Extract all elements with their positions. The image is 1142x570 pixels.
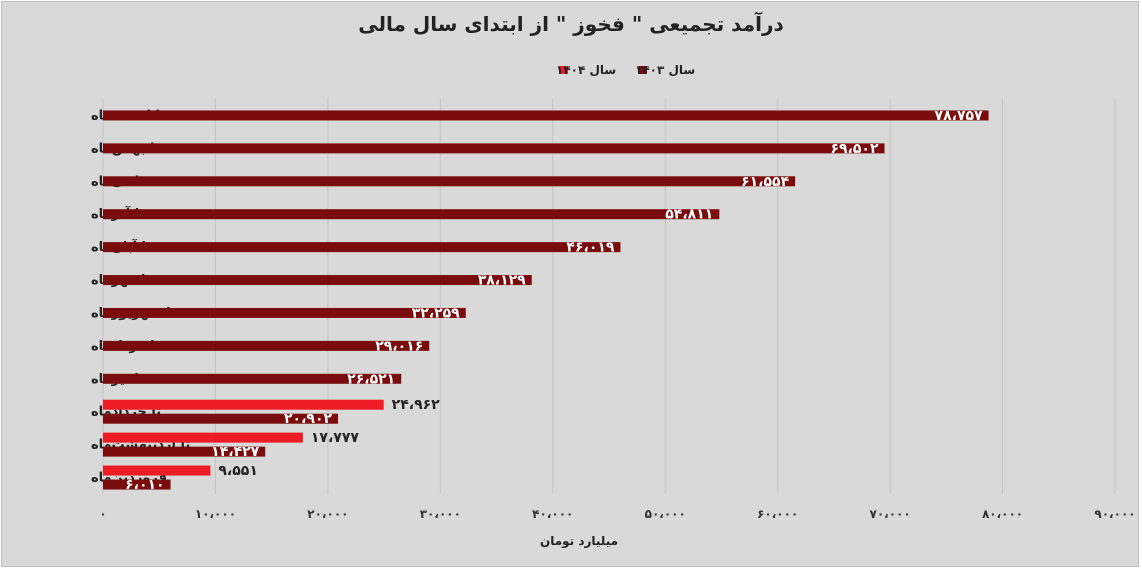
bar-1403 [103,307,466,318]
bar-1403 [103,373,402,384]
data-label-1403: ۷۸،۷۵۷ [935,108,983,124]
bar-1403 [103,479,171,490]
x-tick-label: ۷۰،۰۰۰ [870,507,911,521]
x-axis-title: میلیارد تومان [540,534,618,549]
legend-label-1404: سال ۱۴۰۴ [556,63,616,77]
x-tick-label: ۳۰،۰۰۰ [420,507,461,521]
data-label-1404: ۹،۵۵۱ [218,463,258,479]
bar-1403 [103,242,621,253]
data-label-1403: ۱۴،۴۲۷ [211,444,259,460]
legend-swatch-1404 [560,66,568,74]
data-label-1403: ۳۲،۲۵۹ [412,305,460,321]
x-tick-label: ۱۰،۰۰۰ [195,507,236,521]
data-label-1404: ۲۴،۹۶۲ [392,397,440,413]
bar-1403 [103,143,885,154]
bar-1403 [103,110,989,121]
x-tick-label: ۲۰،۰۰۰ [307,507,348,521]
bar-1404 [103,399,384,410]
data-label-1403: ۳۸،۱۲۹ [478,273,526,289]
data-label-1404: ۱۷،۷۷۷ [311,430,359,446]
x-tick-label: ۸۰،۰۰۰ [982,507,1023,521]
data-label-1403: ۵۴،۸۱۱ [665,207,713,223]
bar-1403 [103,413,339,424]
x-tick-label: ۹۰،۰۰۰ [1094,507,1135,521]
bar-1403 [103,275,532,286]
legend-label-1403: سال ۱۴۰۳ [635,63,695,77]
legend-swatch-1403 [639,66,647,74]
chart-title: درآمد تجمیعی " فخوز " از ابتدای سال مالی [358,12,784,36]
x-tick-label: ۴۰،۰۰۰ [532,507,573,521]
bar-1404 [103,432,303,443]
x-tick-label: ۰ [99,507,106,521]
bar-1403 [103,176,796,187]
x-tick-label: ۶۰،۰۰۰ [757,507,798,521]
x-tick-label: ۵۰،۰۰۰ [645,507,686,521]
data-label-1403: ۲۹،۰۱۶ [375,338,423,354]
data-label-1403: ۴۶،۰۱۹ [566,240,614,256]
bar-1403 [103,446,266,457]
bar-1403 [103,340,430,351]
data-label-1403: ۶۱،۵۵۴ [741,174,789,190]
data-label-1403: ۲۰،۹۰۲ [284,411,332,427]
bar-1404 [103,465,211,476]
data-label-1403: ۶،۰۱۰ [125,477,165,493]
data-label-1403: ۶۹،۵۰۲ [830,141,878,157]
bar-1403 [103,209,720,220]
data-label-1403: ۲۶،۵۲۱ [347,371,395,387]
